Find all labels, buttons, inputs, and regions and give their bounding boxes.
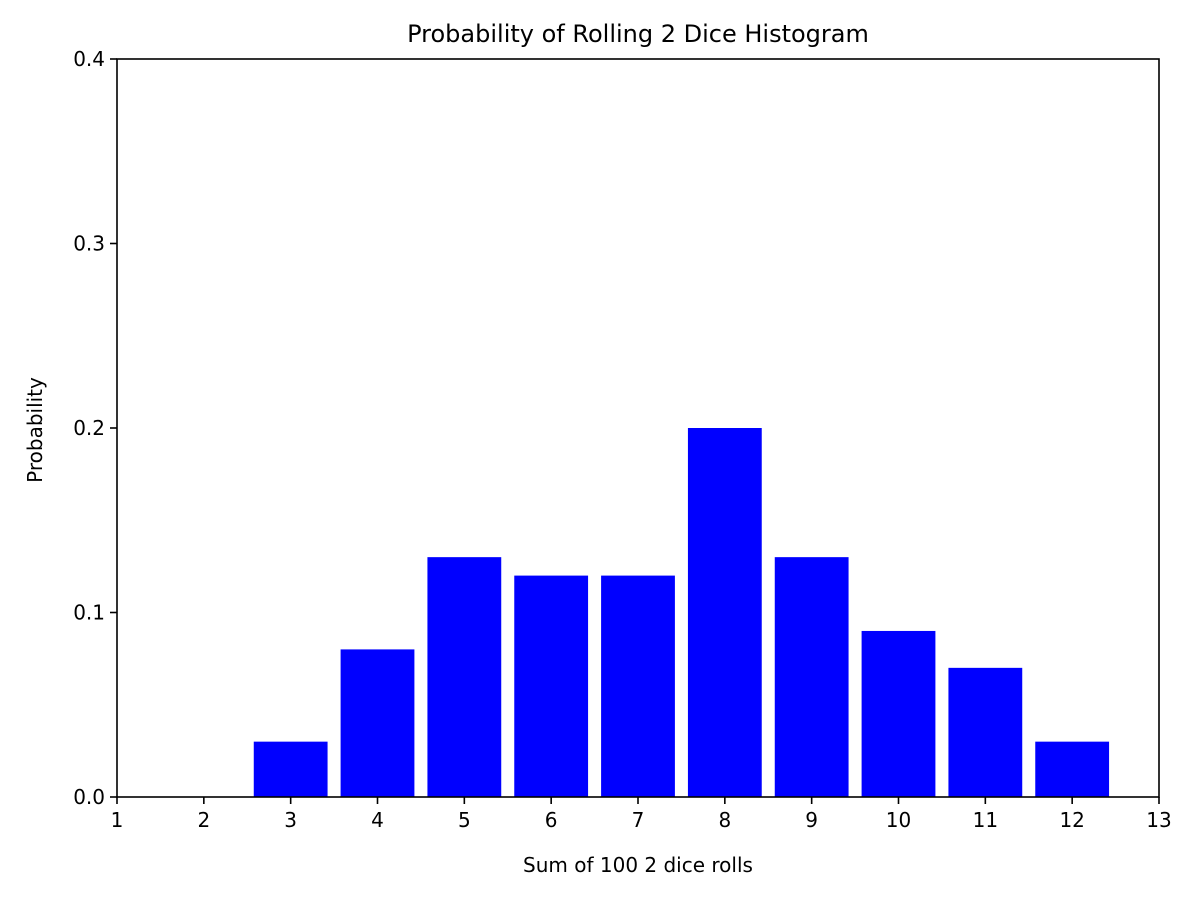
x-tick-label: 8 [718, 808, 731, 832]
x-axis-ticks: 1 2 3 4 5 6 7 8 9 10 11 12 13 [111, 797, 1172, 832]
bar-7 [601, 575, 675, 797]
bars-group [253, 428, 1110, 797]
x-tick-label: 12 [1059, 808, 1084, 832]
x-tick-label: 4 [371, 808, 384, 832]
bar-4 [340, 649, 415, 797]
x-tick-label: 5 [458, 808, 471, 832]
bar-8 [687, 428, 762, 797]
bar-5 [427, 557, 502, 797]
y-tick-label: 0.0 [73, 785, 105, 809]
bar-12 [1035, 741, 1110, 797]
bar-11 [948, 667, 1023, 797]
x-tick-label: 9 [805, 808, 818, 832]
y-tick-label: 0.2 [73, 416, 105, 440]
bar-9 [774, 557, 849, 797]
x-tick-label: 11 [973, 808, 998, 832]
x-tick-label: 10 [886, 808, 911, 832]
y-tick-label: 0.4 [73, 47, 105, 71]
y-tick-label: 0.1 [73, 601, 105, 625]
x-tick-label: 7 [632, 808, 645, 832]
x-tick-label: 3 [284, 808, 297, 832]
x-tick-label: 1 [111, 808, 124, 832]
x-tick-label: 2 [197, 808, 210, 832]
bar-3 [253, 741, 328, 797]
x-tick-label: 13 [1146, 808, 1171, 832]
y-axis-ticks: 0.0 0.1 0.2 0.3 0.4 [73, 47, 117, 809]
chart-title: Probability of Rolling 2 Dice Histogram [407, 20, 869, 48]
x-tick-label: 6 [545, 808, 558, 832]
y-axis-label: Probability [23, 377, 47, 483]
bar-10 [861, 630, 936, 797]
x-axis-label: Sum of 100 2 dice rolls [523, 853, 753, 877]
bar-6 [514, 575, 589, 797]
y-tick-label: 0.3 [73, 232, 105, 256]
